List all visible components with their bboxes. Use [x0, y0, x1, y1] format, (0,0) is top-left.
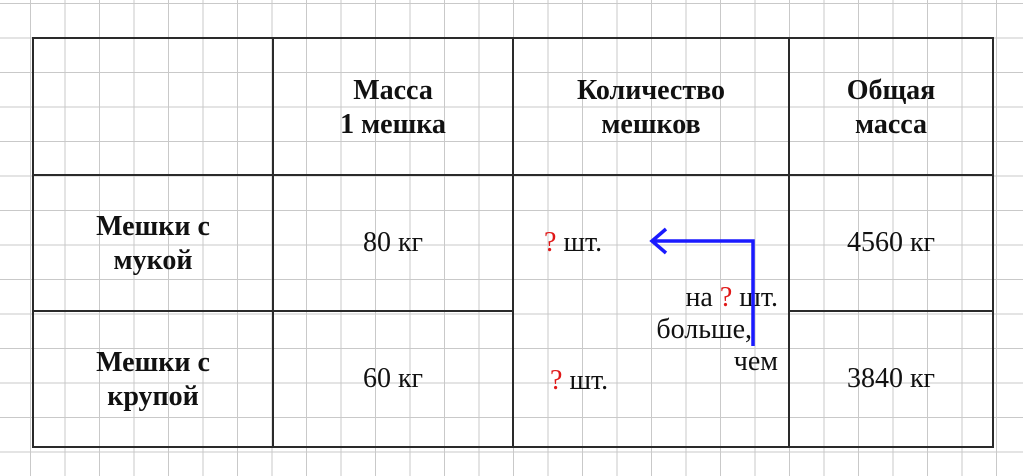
label-line: Мешки с [96, 211, 210, 242]
header-mass-one: Масса 1 мешка [274, 74, 512, 142]
total-groats: 3840 кг [846, 363, 936, 394]
header-total: Общая масса [790, 74, 992, 142]
text: шт. [739, 282, 778, 313]
question-mark: ? [544, 227, 557, 258]
header-line: мешков [601, 109, 701, 140]
label-line: Мешки с [96, 347, 210, 378]
comparison-annotation: на ? шт. больше, чем [600, 282, 778, 378]
row-label-groats: Мешки с крупой [34, 346, 272, 414]
count-groats: ? шт. [550, 364, 608, 398]
total-flour: 4560 кг [846, 227, 936, 258]
row-label-flour: Мешки с мукой [34, 210, 272, 278]
header-line: Общая [846, 75, 936, 106]
header-count: Количество мешков [514, 74, 788, 142]
unit: шт. [569, 365, 609, 396]
question-mark: ? [719, 282, 733, 313]
header-line: Количество [576, 75, 726, 106]
label-line: мукой [113, 245, 193, 276]
text: на [685, 282, 713, 313]
question-mark: ? [550, 365, 563, 396]
mass-one-groats: 60 кг [362, 363, 424, 394]
annotation-line3: чем [733, 346, 778, 377]
header-line: 1 мешка [340, 109, 446, 140]
arrow-icon [649, 227, 755, 346]
mass-one-flour: 80 кг [362, 227, 424, 258]
annotation-line2: больше, [656, 314, 752, 345]
label-line: крупой [107, 381, 199, 412]
count-flour: ? шт. [544, 226, 602, 260]
annotation-line1: на ? шт. [600, 282, 778, 314]
header-line: масса [854, 109, 928, 140]
unit: шт. [563, 227, 603, 258]
header-line: Масса [353, 75, 433, 106]
